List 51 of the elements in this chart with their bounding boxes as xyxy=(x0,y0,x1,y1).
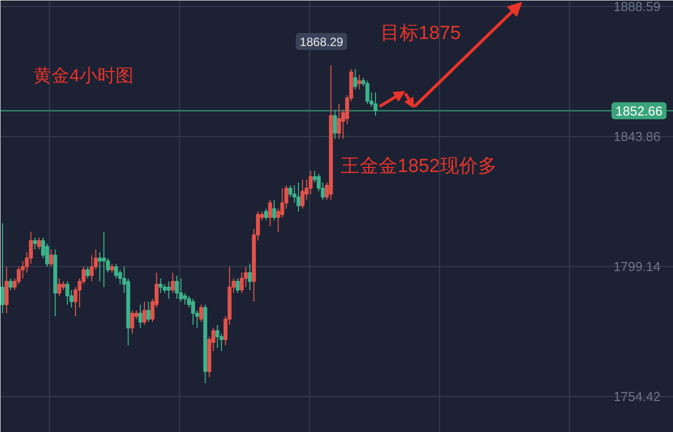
candlestick xyxy=(65,280,70,306)
candlestick xyxy=(300,179,304,210)
candlestick xyxy=(57,278,62,296)
candlestick xyxy=(166,280,171,300)
candlestick xyxy=(8,278,13,291)
y-tick-label: 1799.14 xyxy=(614,258,660,274)
text: 黄金4小时图 xyxy=(34,66,134,86)
candlestick xyxy=(37,237,41,250)
candlestick xyxy=(170,272,175,294)
y-tick-label: 1754.42 xyxy=(614,388,660,404)
candlestick xyxy=(90,254,94,282)
candlestick xyxy=(158,278,163,294)
y-tick-label: 1888.59 xyxy=(614,0,660,14)
candlestick xyxy=(264,208,268,221)
candlestick xyxy=(357,74,362,90)
candlestick xyxy=(268,199,272,227)
candlestick xyxy=(191,298,196,326)
candlestick xyxy=(248,263,252,291)
annotation: 目标1875 xyxy=(380,23,461,44)
candlestick xyxy=(86,266,90,279)
ref-line-label: 1852.66 xyxy=(616,103,662,118)
candlestick xyxy=(333,109,337,140)
candlestick xyxy=(98,252,102,282)
annotation: 王金金1852现价多 xyxy=(340,156,497,177)
candlestick xyxy=(215,324,220,349)
annotation: 1868.29 xyxy=(300,35,344,49)
candlestick xyxy=(280,188,284,218)
candlestick xyxy=(138,304,142,328)
candlestick xyxy=(374,92,378,116)
candlestick xyxy=(0,222,4,314)
candlestick xyxy=(146,301,150,323)
candlestick xyxy=(16,266,21,285)
candlestick xyxy=(236,278,240,294)
candlestick xyxy=(130,310,134,334)
candlestick xyxy=(353,68,358,90)
candlestick xyxy=(33,237,37,250)
candlestick xyxy=(183,292,187,306)
candlestick xyxy=(296,182,300,212)
candlestick xyxy=(272,199,276,221)
candlestick xyxy=(4,266,9,314)
candlestick xyxy=(142,301,146,326)
candlestick xyxy=(102,231,106,288)
y-tick-label: 1843.86 xyxy=(614,128,660,144)
candlestick xyxy=(49,248,54,268)
candlestick xyxy=(240,272,244,294)
candlestick xyxy=(174,275,179,300)
candlestick xyxy=(178,278,183,302)
candlestick xyxy=(365,80,370,104)
candlestick xyxy=(337,103,341,140)
candlestick xyxy=(244,266,248,288)
candlestick xyxy=(199,304,204,323)
